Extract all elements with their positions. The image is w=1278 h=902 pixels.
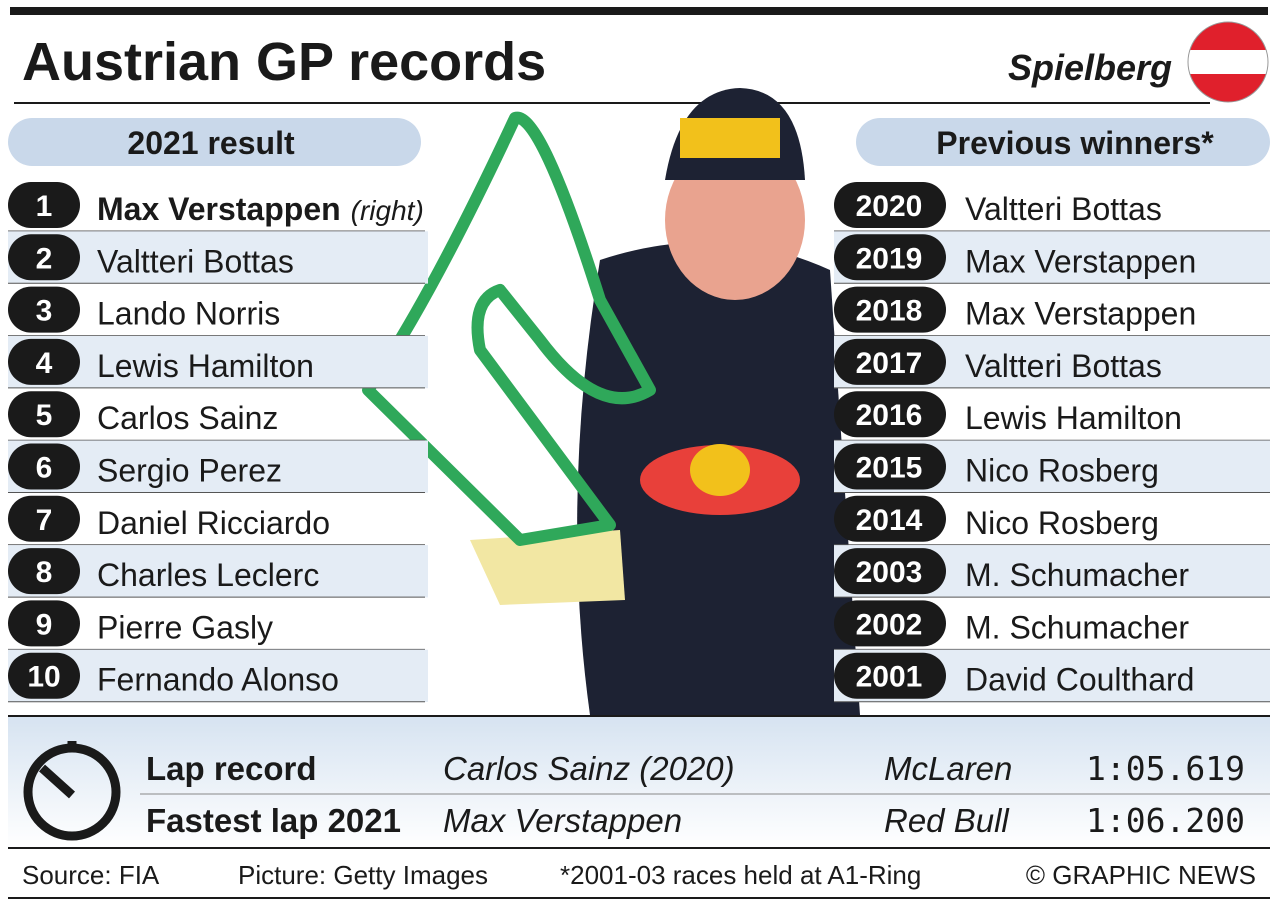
year: 2019 [856, 242, 923, 275]
flag [1187, 21, 1269, 103]
lap-driver: Max Verstappen [443, 802, 682, 839]
position: 9 [36, 608, 53, 641]
copyright: © GRAPHIC NEWS [1026, 860, 1256, 890]
lap-panel [8, 716, 1270, 848]
position-pill [8, 338, 80, 385]
driver-name: Sergio Perez [97, 453, 282, 489]
driver-name: Pierre Gasly [97, 609, 273, 645]
results-title: 2021 result [127, 125, 295, 161]
driver-photo [362, 88, 860, 715]
lap-rows: Lap record Carlos Sainz (2020) McLaren 1:05… [140, 749, 1270, 840]
position-pill [8, 652, 80, 699]
top-bar [10, 7, 1268, 15]
position-pill [8, 443, 80, 490]
driver-name: Lewis Hamilton [97, 348, 314, 384]
winner-name: Valtteri Bottas [965, 191, 1162, 227]
position-pill [8, 286, 80, 333]
year: 2001 [856, 661, 923, 694]
winner-name: Nico Rosberg [965, 505, 1159, 541]
year-pill [834, 495, 946, 542]
position: 6 [36, 452, 53, 485]
driver-name: Lando Norris [97, 296, 280, 332]
driver-name: Carlos Sainz [97, 400, 278, 436]
year-pill [834, 182, 946, 228]
winner-name: M. Schumacher [965, 557, 1189, 593]
picture-credit: Picture: Getty Images [238, 860, 488, 890]
driver-name: Charles Leclerc [97, 557, 319, 593]
winner-name: Nico Rosberg [965, 453, 1159, 489]
position: 4 [36, 347, 53, 380]
year-pill [834, 600, 946, 647]
stopwatch-icon [23, 741, 121, 841]
year: 2015 [856, 452, 923, 485]
driver-name: Carlos Sainz [97, 400, 278, 436]
driver-name: Pierre Gasly [97, 609, 273, 645]
year-pill [834, 443, 946, 490]
position-pill [8, 495, 80, 542]
year: 2003 [856, 556, 923, 589]
driver-name: Max Verstappen [97, 191, 341, 227]
driver-name: Valtteri Bottas [97, 243, 294, 279]
position: 5 [36, 399, 53, 432]
lap-label: Fastest lap 2021 [146, 802, 401, 839]
year: 2016 [856, 399, 923, 432]
year-pill [834, 338, 946, 385]
year: 2002 [856, 608, 923, 641]
title: Austrian GP records [22, 32, 546, 92]
driver-name: Charles Leclerc [97, 557, 319, 593]
results-header [8, 118, 421, 166]
source: Source: FIA [22, 860, 160, 890]
position: 10 [27, 661, 60, 694]
winner-name: M. Schumacher [965, 609, 1189, 645]
driver-name: Fernando Alonso [97, 662, 339, 698]
position-pill [8, 234, 80, 281]
driver-name: Max Verstappen (right) [97, 191, 424, 227]
winner-name: Lewis Hamilton [965, 400, 1182, 436]
driver-name: Lando Norris [97, 296, 280, 332]
position: 1 [36, 190, 53, 223]
driver-name: Fernando Alonso [97, 662, 339, 698]
driver-name: Lewis Hamilton [97, 348, 314, 384]
lap-time: 1:06.200 [1086, 801, 1245, 840]
winner-name: Valtteri Bottas [965, 348, 1162, 384]
winner-name: Max Verstappen [965, 296, 1196, 332]
year-pill [834, 234, 946, 281]
position: 8 [36, 556, 53, 589]
driver-name: Valtteri Bottas [97, 243, 294, 279]
year-pill [834, 391, 946, 438]
position-pill [8, 391, 80, 438]
winner-name: David Coulthard [965, 662, 1194, 698]
year-pill [834, 286, 946, 333]
driver-name: Daniel Ricciardo [97, 505, 330, 541]
location: Spielberg [1008, 47, 1172, 88]
winners-header [856, 118, 1270, 166]
position: 7 [36, 504, 53, 537]
lap-label: Lap record [146, 750, 317, 787]
results-panel: 2021 result 1 Max Verstappen (right) 2 Valtt… [8, 118, 428, 703]
position: 3 [36, 295, 53, 328]
year-pill [834, 652, 946, 699]
year: 2020 [856, 190, 923, 223]
lap-driver: Carlos Sainz (2020) [443, 750, 735, 787]
position-pill [8, 182, 80, 228]
lap-time: 1:05.619 [1086, 749, 1245, 788]
year-pill [834, 548, 946, 595]
year: 2014 [856, 504, 923, 537]
position: 2 [36, 242, 53, 275]
year: 2018 [856, 295, 923, 328]
driver-name: Daniel Ricciardo [97, 505, 330, 541]
driver-name: Sergio Perez [97, 453, 282, 489]
year: 2017 [856, 347, 923, 380]
winner-name: Max Verstappen [965, 243, 1196, 279]
lap-team: Red Bull [884, 802, 1010, 839]
note: (right) [351, 195, 424, 226]
position-pill [8, 548, 80, 595]
winners-panel: Previous winners* 2020 Valtteri Bottas 201… [834, 118, 1270, 703]
lap-team: McLaren [884, 750, 1012, 787]
position-pill [8, 600, 80, 647]
note: *2001-03 races held at A1-Ring [560, 860, 921, 890]
winners-title: Previous winners* [936, 125, 1214, 161]
